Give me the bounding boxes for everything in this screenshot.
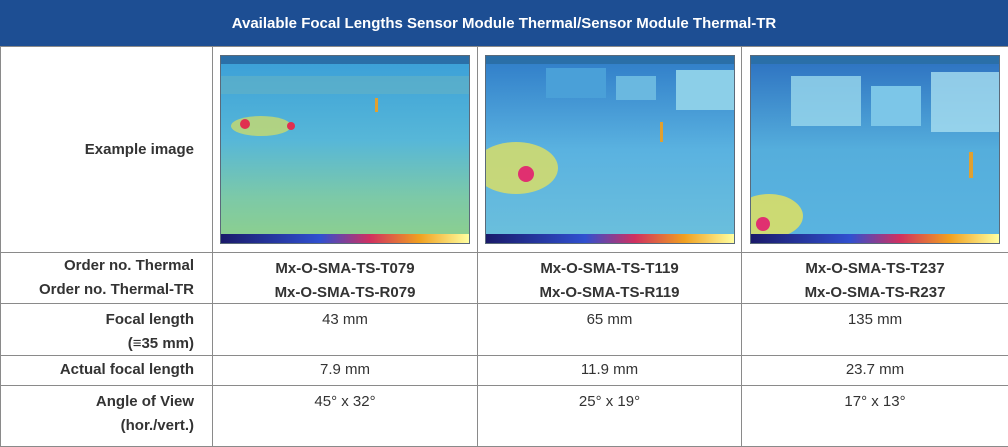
angle-of-view-label-cell: Angle of View (hor./vert.) — [1, 385, 213, 447]
example-image-label-cell: Example image — [1, 46, 213, 252]
angle-of-view-value: 25° x 19° — [578, 393, 641, 410]
focal-length-value: 135 mm — [847, 311, 903, 328]
table-header: Available Focal Lengths Sensor Module Th… — [0, 0, 1008, 46]
table-body: Example image — [0, 46, 1008, 447]
actual-focal-length-label-cell: Actual focal length — [1, 355, 213, 385]
focal-length-label-cell: Focal length (≡35 mm) — [1, 303, 213, 355]
actual-focal-length-cell-3: 23.7 mm — [742, 355, 1008, 385]
focal-length-cell-1: 43 mm — [213, 303, 478, 355]
order-no-thermal-tr-label: Order no. Thermal-TR — [38, 281, 194, 298]
order-no-cell-3: Mx-O-SMA-TS-T237 Mx-O-SMA-TS-R237 — [742, 252, 1008, 303]
example-image-label: Example image — [84, 140, 194, 158]
thermal-image-tele — [750, 55, 1000, 244]
focal-length-sublabel: (≡35 mm) — [127, 335, 194, 352]
thermal-image-medium — [484, 55, 735, 244]
angle-of-view-sublabel: (hor./vert.) — [120, 417, 194, 434]
order-no-thermal: Mx-O-SMA-TS-T119 — [540, 260, 679, 277]
example-image-cell-2 — [478, 46, 742, 252]
focal-length-label: Focal length — [105, 311, 194, 328]
example-image-cell-1 — [213, 46, 478, 252]
table-title: Available Focal Lengths Sensor Module Th… — [231, 14, 777, 32]
angle-of-view-cell-1: 45° x 32° — [213, 385, 478, 447]
example-image-cell-3 — [742, 46, 1008, 252]
order-no-thermal: Mx-O-SMA-TS-T079 — [275, 260, 415, 277]
focal-length-value: 43 mm — [322, 311, 368, 328]
order-no-thermal-tr: Mx-O-SMA-TS-R119 — [539, 284, 680, 301]
actual-focal-length-value: 11.9 mm — [580, 361, 639, 378]
angle-of-view-value: 17° x 13° — [844, 393, 906, 410]
actual-focal-length-cell-1: 7.9 mm — [213, 355, 478, 385]
angle-of-view-value: 45° x 32° — [314, 393, 376, 410]
actual-focal-length-label: Actual focal length — [59, 361, 194, 378]
order-no-cell-2: Mx-O-SMA-TS-T119 Mx-O-SMA-TS-R119 — [478, 252, 742, 303]
thermal-image-wide — [220, 55, 470, 244]
actual-focal-length-value: 23.7 mm — [845, 361, 905, 378]
order-no-cell-1: Mx-O-SMA-TS-T079 Mx-O-SMA-TS-R079 — [213, 252, 478, 303]
order-no-thermal-tr: Mx-O-SMA-TS-R237 — [804, 284, 946, 301]
order-no-label-cell: Order no. Thermal Order no. Thermal-TR — [1, 252, 213, 303]
actual-focal-length-value: 7.9 mm — [319, 361, 370, 378]
order-no-thermal-tr: Mx-O-SMA-TS-R079 — [274, 284, 416, 301]
actual-focal-length-cell-2: 11.9 mm — [478, 355, 742, 385]
angle-of-view-cell-2: 25° x 19° — [478, 385, 742, 447]
order-no-thermal: Mx-O-SMA-TS-T237 — [805, 260, 945, 277]
angle-of-view-label: Angle of View — [95, 393, 194, 410]
focal-length-cell-3: 135 mm — [742, 303, 1008, 355]
angle-of-view-cell-3: 17° x 13° — [742, 385, 1008, 447]
focal-length-value: 65 mm — [586, 311, 633, 328]
order-no-thermal-label: Order no. Thermal — [63, 257, 194, 274]
focal-length-cell-2: 65 mm — [478, 303, 742, 355]
